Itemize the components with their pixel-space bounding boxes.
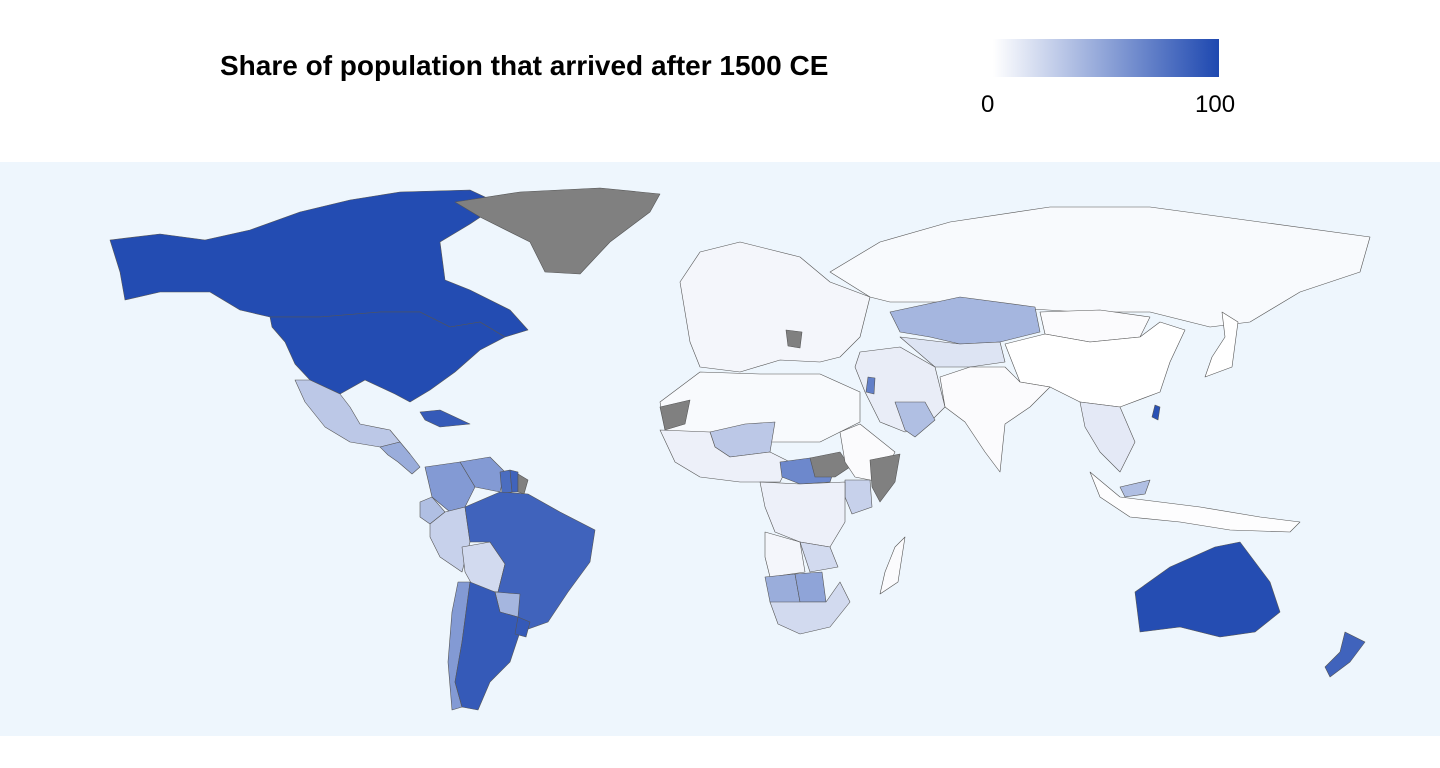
region-southeast-asia xyxy=(1079,401,1136,473)
region-madagascar xyxy=(879,536,906,595)
region-united-states xyxy=(269,311,506,403)
region-brazil xyxy=(464,491,596,633)
region-somalia xyxy=(869,453,901,503)
region-canada xyxy=(109,189,529,338)
region-south-africa xyxy=(769,581,851,635)
region-western-sahara xyxy=(659,399,691,431)
region-zambia xyxy=(799,541,839,573)
region-argentina xyxy=(454,581,521,711)
region-greenland xyxy=(454,187,661,275)
region-mexico xyxy=(294,379,401,448)
region-serbia xyxy=(785,329,803,349)
region-malaysia xyxy=(1119,479,1151,498)
region-russia xyxy=(829,206,1371,328)
color-legend-bar xyxy=(993,39,1219,77)
world-map-svg xyxy=(109,187,1371,711)
region-south-asia xyxy=(939,366,1051,473)
region-gulf-states xyxy=(894,401,936,438)
region-japan xyxy=(1204,311,1239,378)
region-uruguay xyxy=(514,616,531,638)
region-french-guiana xyxy=(517,473,529,495)
region-kenya xyxy=(844,479,873,515)
legend-min-label: 0 xyxy=(981,91,995,118)
region-new-zealand xyxy=(1324,631,1366,678)
region-taiwan xyxy=(1151,404,1161,421)
region-botswana xyxy=(794,571,827,603)
region-caribbean xyxy=(419,409,471,428)
legend-max-label: 100 xyxy=(1195,91,1236,118)
map-title: Share of population that arrived after 1… xyxy=(220,50,829,81)
region-israel xyxy=(865,376,876,395)
region-australia xyxy=(1134,541,1281,638)
region-europe xyxy=(679,241,871,373)
region-south-sudan xyxy=(809,451,851,478)
world-map xyxy=(0,162,1440,736)
region-indonesia xyxy=(1089,471,1301,533)
region-central-america xyxy=(379,441,421,475)
